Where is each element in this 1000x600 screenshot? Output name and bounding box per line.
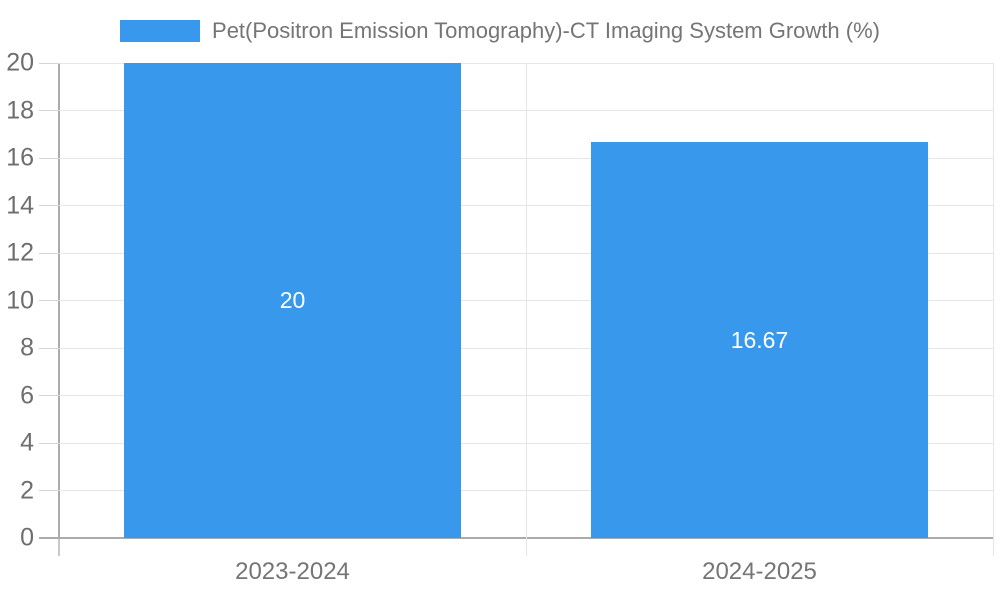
y-tick-label: 14 xyxy=(6,191,34,219)
y-tick-mark xyxy=(39,300,59,301)
y-tick-mark xyxy=(39,205,59,206)
chart-title: Pet(Positron Emission Tomography)-CT Ima… xyxy=(212,18,880,43)
y-tick-mark xyxy=(39,490,59,491)
y-tick-label: 20 xyxy=(6,48,34,77)
y-tick-mark xyxy=(39,347,59,349)
x-axis-line xyxy=(39,537,993,539)
vertical-gridline xyxy=(992,63,994,556)
y-tick-label: 10 xyxy=(6,286,34,314)
y-tick-mark xyxy=(39,62,59,64)
vertical-gridline xyxy=(525,63,527,556)
y-tick-label: 12 xyxy=(6,238,34,267)
y-tick-label: 8 xyxy=(20,333,34,362)
y-tick-label: 18 xyxy=(6,96,34,124)
x-category-label: 2023-2024 xyxy=(235,558,350,585)
y-tick-mark xyxy=(39,110,59,111)
y-tick-label: 16 xyxy=(6,143,34,172)
legend: Pet(Positron Emission Tomography)-CT Ima… xyxy=(0,18,1000,44)
y-tick-mark xyxy=(39,252,59,254)
y-tick-label: 2 xyxy=(20,476,34,504)
x-category-label: 2024-2025 xyxy=(702,558,817,585)
bar-2023-2024[interactable]: 20 xyxy=(124,63,461,538)
plot-area: 0 2 4 6 8 10 12 14 16 18 20 20 2023-2024 16.67 2024-20… xyxy=(6,49,994,585)
y-tick-label: 0 xyxy=(20,523,34,552)
y-tick-mark xyxy=(39,442,59,444)
y-tick-mark xyxy=(39,157,59,159)
legend-swatch[interactable] xyxy=(120,20,201,42)
y-tick-mark xyxy=(39,395,59,396)
y-axis-tick xyxy=(58,538,60,556)
bar-value-label: 16.67 xyxy=(730,326,789,353)
y-tick-label: 6 xyxy=(20,381,34,409)
bar-2024-2025[interactable]: 16.67 xyxy=(591,142,928,538)
y-tick-label: 4 xyxy=(20,428,34,457)
bar-value-label: 20 xyxy=(279,287,306,313)
